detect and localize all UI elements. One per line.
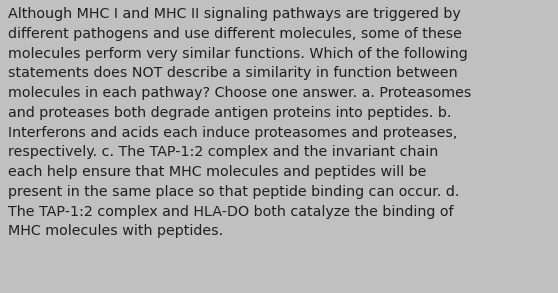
Text: Although MHC I and MHC II signaling pathways are triggered by
different pathogen: Although MHC I and MHC II signaling path… [8, 7, 472, 238]
